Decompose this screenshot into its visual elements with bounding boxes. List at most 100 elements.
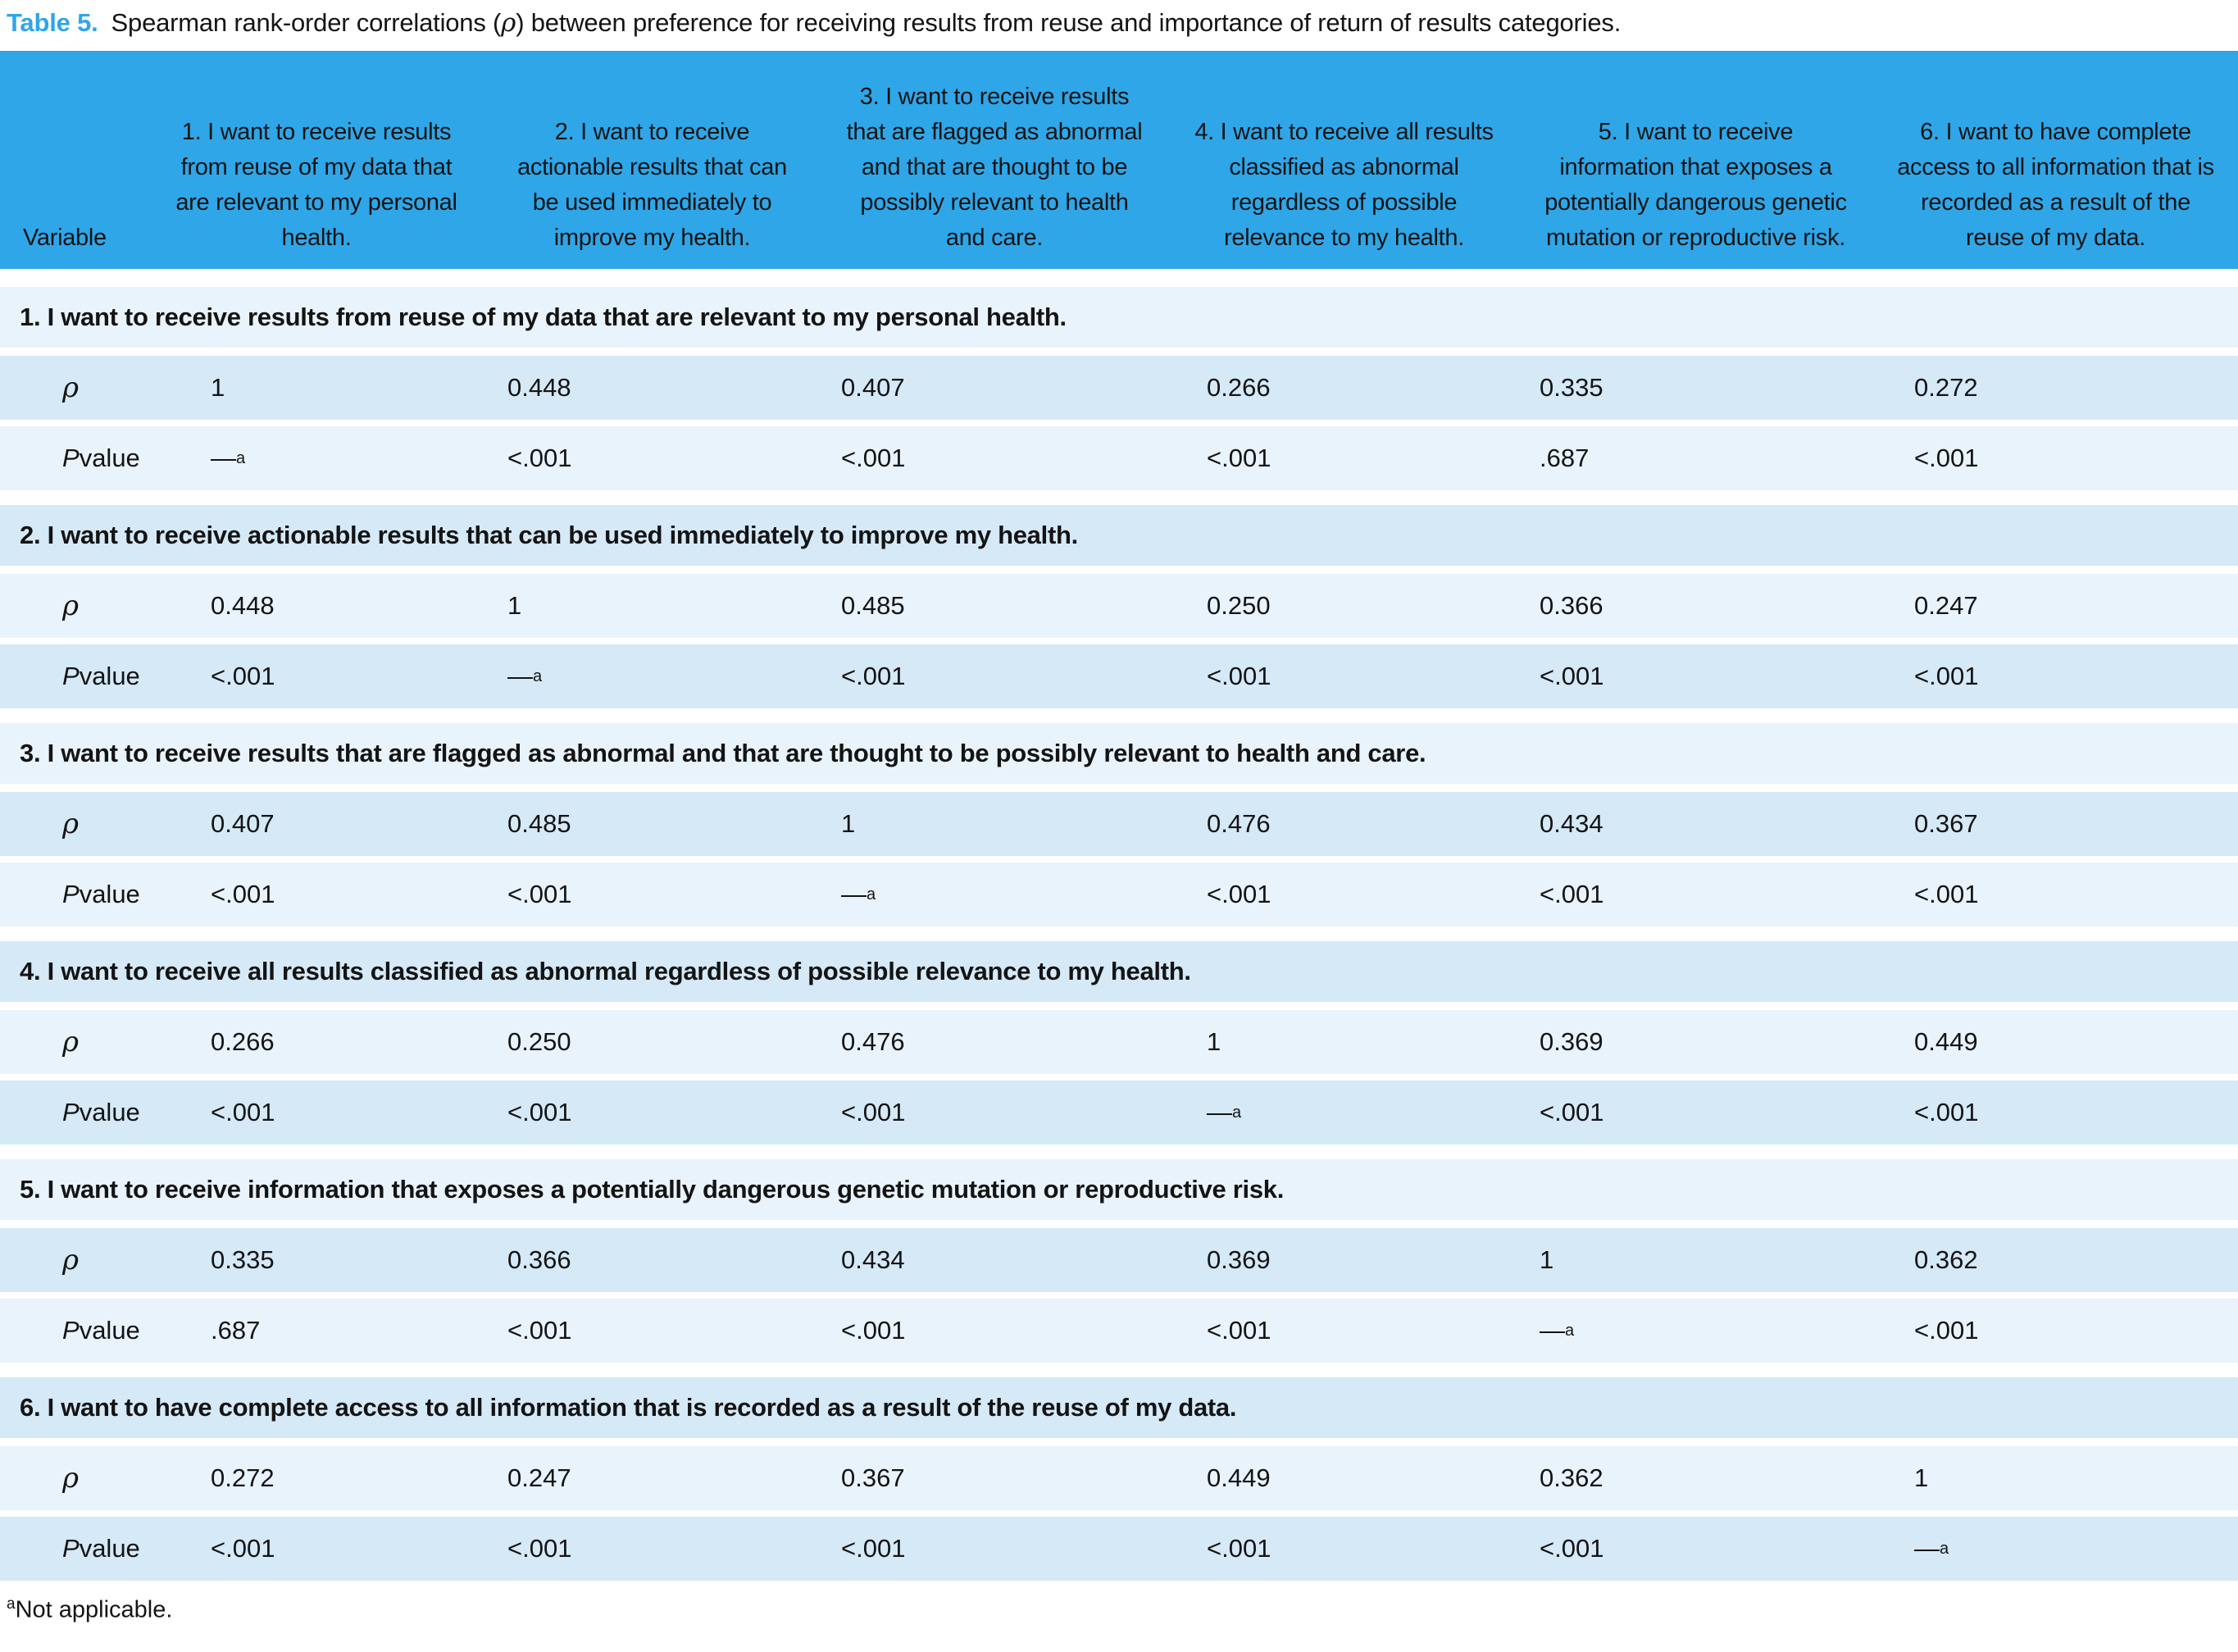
table-caption-label: Table 5. — [7, 8, 98, 37]
not-applicable-dash: — — [841, 880, 867, 908]
section-title-4: 4. I want to receive all results classif… — [20, 957, 1191, 985]
p-label-italic: P — [62, 662, 80, 690]
not-applicable-dash: — — [507, 662, 533, 690]
rho-cell-2-6: 0.247 — [1914, 591, 1978, 620]
p-value-row-label-2: P value — [0, 644, 148, 708]
p-value-row-5: P value .687 <.001 <.001 <.001 — a <.001 — [0, 1299, 2238, 1363]
footnote-marker: a — [7, 1595, 16, 1613]
rho-cell-4-4: 1 — [1207, 1027, 1221, 1056]
p-cell-2-5: <.001 — [1540, 662, 1604, 690]
rho-cell-5-3: 0.434 — [841, 1245, 905, 1274]
section-title-1: 1. I want to receive results from reuse … — [20, 303, 1067, 331]
p-label-italic: P — [62, 1316, 80, 1345]
p-cell-5-2: <.001 — [507, 1316, 572, 1345]
p-label-italic: P — [62, 880, 80, 908]
column-header-6: 6. I want to have complete access to all… — [1897, 119, 2214, 251]
p-cell-3-5: <.001 — [1540, 880, 1604, 908]
rho-cell-1-2: 0.448 — [507, 373, 571, 402]
column-header-4: 4. I want to receive all results classif… — [1194, 119, 1494, 251]
p-cell-6-6: — a — [1914, 1534, 1949, 1563]
rho-cell-3-5: 0.434 — [1540, 809, 1603, 838]
p-label-rest: value — [79, 1534, 140, 1563]
table-caption-text-pre: Spearman rank-order correlations ( — [111, 8, 502, 37]
rho-cell-1-6: 0.272 — [1914, 373, 1978, 402]
rho-row-5: ρ 0.335 0.366 0.434 0.369 1 0.362 — [0, 1228, 2238, 1292]
section-title-6: 6. I want to have complete access to all… — [20, 1393, 1237, 1422]
rho-cell-5-4: 0.369 — [1207, 1245, 1271, 1274]
column-header-1: 1. I want to receive results from reuse … — [175, 119, 457, 251]
section-header-row-3: 3. I want to receive results that are fl… — [0, 723, 2238, 784]
rho-symbol: ρ — [62, 589, 79, 622]
rho-cell-3-2: 0.485 — [507, 809, 571, 838]
rho-cell-6-5: 0.362 — [1540, 1463, 1603, 1492]
p-value-row-label-5: P value — [0, 1299, 148, 1363]
p-label-italic: P — [62, 444, 80, 472]
p-cell-4-4: — a — [1207, 1098, 1242, 1126]
not-applicable-dash: — — [1540, 1316, 1565, 1345]
p-cell-5-1: .687 — [211, 1316, 261, 1345]
p-cell-2-1: <.001 — [211, 662, 275, 690]
p-cell-1-1: — a — [211, 444, 246, 472]
rho-cell-4-1: 0.266 — [211, 1027, 275, 1056]
p-label-rest: value — [79, 444, 140, 472]
not-applicable-dash: — — [211, 444, 236, 472]
p-label-rest: value — [79, 1316, 140, 1345]
p-cell-1-4: <.001 — [1207, 444, 1271, 472]
rho-cell-6-4: 0.449 — [1207, 1463, 1271, 1492]
rho-cell-3-1: 0.407 — [211, 809, 275, 838]
rho-row-2: ρ 0.448 1 0.485 0.250 0.366 0.247 — [0, 574, 2238, 638]
p-value-row-6: P value <.001 <.001 <.001 <.001 <.001 — a — [0, 1517, 2238, 1581]
p-cell-3-4: <.001 — [1207, 880, 1271, 908]
section-title-2: 2. I want to receive actionable results … — [20, 521, 1078, 549]
rho-row-label-1: ρ — [0, 356, 148, 420]
p-value-row-2: P value <.001 — a <.001 <.001 <.001 <.001 — [0, 644, 2238, 708]
p-cell-1-5: .687 — [1540, 444, 1590, 472]
rho-row-label-3: ρ — [0, 792, 148, 856]
rho-row-3: ρ 0.407 0.485 1 0.476 0.434 0.367 — [0, 792, 2238, 856]
rho-row-label-5: ρ — [0, 1228, 148, 1292]
rho-symbol: ρ — [62, 1244, 79, 1277]
rho-cell-4-6: 0.449 — [1914, 1027, 1978, 1056]
table-caption-rho-symbol: ρ — [501, 8, 516, 38]
rho-cell-3-3: 1 — [841, 809, 856, 838]
p-label-italic: P — [62, 1098, 80, 1126]
rho-row-label-4: ρ — [0, 1010, 148, 1074]
column-header-2: 2. I want to receive actionable results … — [517, 119, 787, 251]
p-cell-5-4: <.001 — [1207, 1316, 1271, 1345]
p-label-italic: P — [62, 1534, 80, 1563]
p-label-rest: value — [79, 1098, 140, 1126]
section-title-5: 5. I want to receive information that ex… — [20, 1175, 1285, 1204]
rho-cell-5-1: 0.335 — [211, 1245, 275, 1274]
column-header-variable: Variable — [23, 225, 107, 251]
column-header-5: 5. I want to receive information that ex… — [1544, 119, 1847, 251]
p-cell-3-3: — a — [841, 880, 876, 908]
rho-cell-6-1: 0.272 — [211, 1463, 275, 1492]
rho-row-6: ρ 0.272 0.247 0.367 0.449 0.362 1 — [0, 1446, 2238, 1510]
p-cell-2-6: <.001 — [1914, 662, 1979, 690]
document-page: Table 5. Spearman rank-order correlations… — [0, 8, 2238, 1652]
column-header-3: 3. I want to receive results that are fl… — [846, 84, 1143, 251]
rho-cell-1-1: 1 — [211, 373, 225, 402]
p-cell-1-3: <.001 — [841, 444, 906, 472]
table-header-row: Variable 1. I want to receive results fr… — [0, 51, 2238, 269]
table-footnote: aNot applicable. — [7, 1595, 2238, 1624]
rho-cell-6-2: 0.247 — [507, 1463, 571, 1492]
rho-cell-1-3: 0.407 — [841, 373, 905, 402]
rho-symbol: ρ — [62, 808, 79, 840]
p-cell-5-6: <.001 — [1914, 1316, 1979, 1345]
p-cell-2-2: — a — [507, 662, 543, 690]
section-title-3: 3. I want to receive results that are fl… — [20, 739, 1426, 767]
p-value-row-label-4: P value — [0, 1081, 148, 1145]
rho-cell-6-3: 0.367 — [841, 1463, 905, 1492]
p-value-row-label-6: P value — [0, 1517, 148, 1581]
rho-cell-2-3: 0.485 — [841, 591, 905, 620]
p-value-row-3: P value <.001 <.001 — a <.001 <.001 <.001 — [0, 862, 2238, 926]
table-caption-text-post: ) between preference for receiving resul… — [516, 8, 1622, 37]
rho-symbol: ρ — [62, 1462, 79, 1495]
p-value-row-1: P value — a <.001 <.001 <.001 .687 <.001 — [0, 426, 2238, 490]
p-cell-6-2: <.001 — [507, 1534, 572, 1563]
section-header-row-2: 2. I want to receive actionable results … — [0, 505, 2238, 566]
p-cell-1-2: <.001 — [507, 444, 572, 472]
rho-cell-2-1: 0.448 — [211, 591, 275, 620]
table-caption: Table 5. Spearman rank-order correlations… — [7, 8, 2238, 38]
